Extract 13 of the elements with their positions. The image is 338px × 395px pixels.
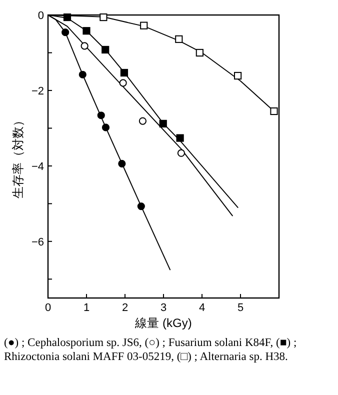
x-tick-label: 0 <box>44 302 52 314</box>
y-tick-label: −6 <box>31 236 44 248</box>
y-tick-label: −4 <box>31 160 44 173</box>
x-tick-label: 5 <box>237 302 244 314</box>
text: (●) ; Cephalosporium sp. JS6, (○) ; Fusarium solani K84F, (■) ; Rhizoctonia solani MAFF 03-05219, (□) ; Alternaria sp. H38. <box>4 337 297 363</box>
x-tick-label: 2 <box>122 302 128 314</box>
x-axis-title: 線量 (kGy) <box>134 316 192 330</box>
x-tick-label: 1 <box>83 302 90 314</box>
x-tick-label: 3 <box>160 302 167 314</box>
x-tick-label: 4 <box>198 302 206 314</box>
y-axis-title: 生存率（対数） <box>11 114 25 198</box>
y-tick-label: 0 <box>38 10 44 22</box>
y-tick-label: −2 <box>31 85 44 98</box>
